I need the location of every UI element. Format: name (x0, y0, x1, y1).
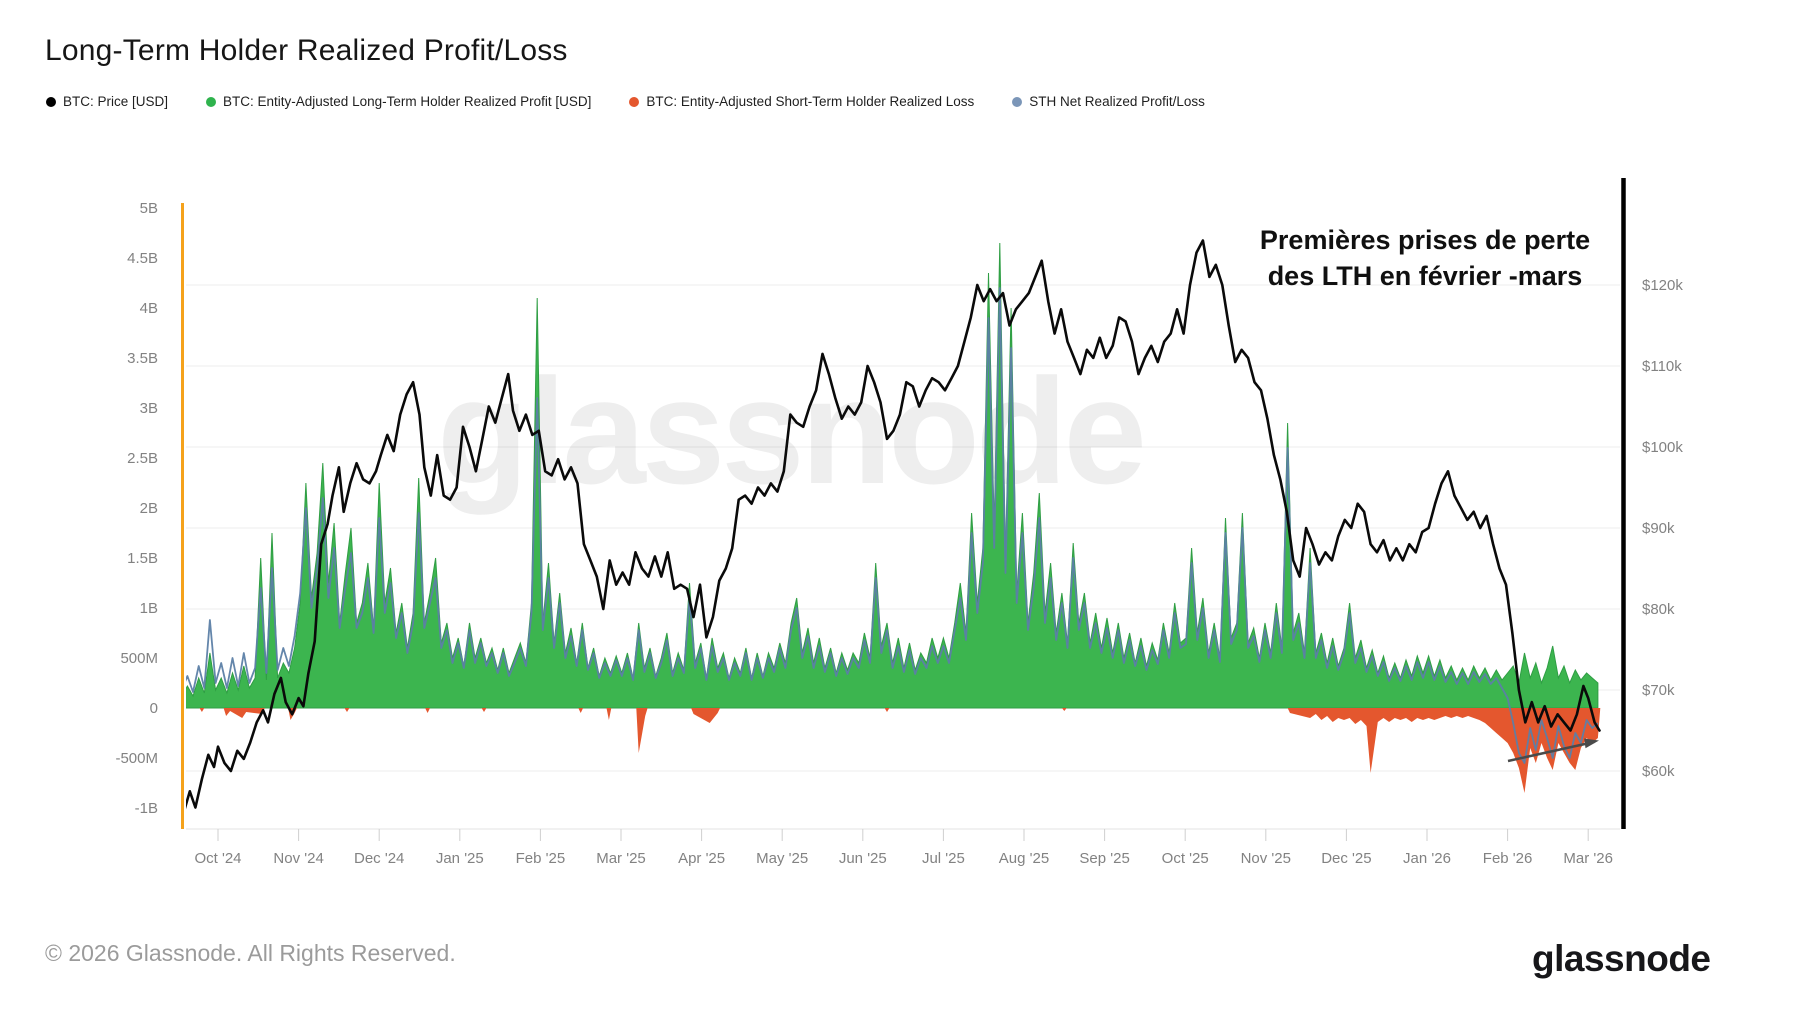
legend-dot-icon (629, 96, 640, 107)
glassnode-watermark: glassnode (437, 347, 1143, 515)
legend-label: STH Net Realized Profit/Loss (1029, 94, 1205, 109)
annotation-line-1: Premières prises de perte (1259, 225, 1591, 255)
left-axis-tick-label: 3.5B (127, 350, 158, 367)
x-axis-tick-label: Sep '25 (1079, 850, 1129, 867)
left-axis-tick-label: 4B (140, 300, 158, 317)
left-axis-tick-label: 0 (150, 700, 158, 717)
left-axis-tick-label: -1B (135, 800, 158, 817)
right-axis-tick-label: $120k (1642, 277, 1683, 294)
legend-item-lth-realized-profit[interactable]: BTC: Entity-Adjusted Long-Term Holder Re… (206, 94, 591, 109)
left-axis-tick-label: 2.5B (127, 450, 158, 467)
x-axis-tick-label: Oct '25 (1162, 850, 1209, 867)
x-axis-tick-label: Dec '24 (354, 850, 404, 867)
right-axis-tick-label: $70k (1642, 682, 1675, 699)
trend-arrow (1507, 740, 1595, 763)
x-axis-tick-label: May '25 (756, 850, 808, 867)
annotation-line-2: des LTH en février -mars (1267, 261, 1583, 292)
right-axis-tick-label: $110k (1642, 358, 1682, 375)
legend: BTC: Price [USD] BTC: Entity-Adjusted Lo… (46, 94, 1205, 109)
x-axis-tick-label: Mar '26 (1563, 850, 1613, 867)
legend-label: BTC: Entity-Adjusted Long-Term Holder Re… (223, 94, 592, 109)
x-axis-tick-label: Nov '24 (273, 850, 323, 867)
copyright-text: © 2026 Glassnode. All Rights Reserved. (45, 940, 456, 966)
left-axis-tick-label: -500M (115, 750, 158, 767)
legend-dot-icon (206, 96, 217, 107)
left-axis-tick-label: 500M (120, 650, 158, 667)
x-axis-tick-label: Oct '24 (194, 850, 241, 867)
legend-item-sth-realized-loss[interactable]: BTC: Entity-Adjusted Short-Term Holder R… (629, 94, 974, 109)
glassnode-logo: glassnode (1532, 938, 1711, 979)
left-axis-tick-label: 5B (140, 200, 158, 217)
right-axis-tick-label: $60k (1642, 763, 1675, 780)
x-axis-tick-label: Mar '25 (596, 850, 646, 867)
page-title: Long-Term Holder Realized Profit/Loss (45, 34, 568, 67)
x-axis-tick-label: Apr '25 (678, 850, 725, 867)
x-axis-tick-label: Feb '26 (1483, 850, 1533, 867)
legend-item-sth-net[interactable]: STH Net Realized Profit/Loss (1012, 94, 1205, 109)
right-axis-tick-label: $90k (1642, 520, 1675, 537)
trend-arrow-head (1584, 738, 1599, 749)
legend-label: BTC: Entity-Adjusted Short-Term Holder R… (646, 94, 975, 109)
legend-dot-icon (46, 96, 56, 107)
left-axis-tick-label: 2B (140, 500, 158, 517)
left-axis-tick-label: 4.5B (127, 250, 158, 267)
x-axis-tick-label: Jan '25 (436, 850, 484, 867)
right-axis-tick-label: $100k (1642, 439, 1683, 456)
x-axis-tick-label: Feb '25 (516, 850, 566, 867)
left-axis-tick-label: 1B (140, 600, 158, 617)
legend-dot-icon (1012, 96, 1023, 107)
x-axis-tick-label: Aug '25 (999, 850, 1049, 867)
btc-price-line (186, 239, 1601, 810)
x-axis-tick-label: Jan '26 (1403, 850, 1451, 867)
right-axis-tick-label: $80k (1642, 601, 1675, 618)
sth-net-line (186, 287, 1599, 764)
left-axis-tick-label: 3B (140, 400, 158, 417)
left-axis-tick-label: 1.5B (127, 550, 158, 567)
x-axis-tick-label: Nov '25 (1241, 850, 1291, 867)
x-axis-tick-label: Jul '25 (922, 850, 965, 867)
sth-realized-loss-bars (199, 708, 1601, 793)
x-axis-tick-label: Jun '25 (839, 850, 887, 867)
legend-item-btc-price[interactable]: BTC: Price [USD] (46, 94, 168, 109)
x-axis-tick-label: Dec '25 (1321, 850, 1371, 867)
chart-annotation: Premières prises de perte des LTH en fév… (1235, 222, 1615, 295)
legend-label: BTC: Price [USD] (63, 94, 169, 109)
